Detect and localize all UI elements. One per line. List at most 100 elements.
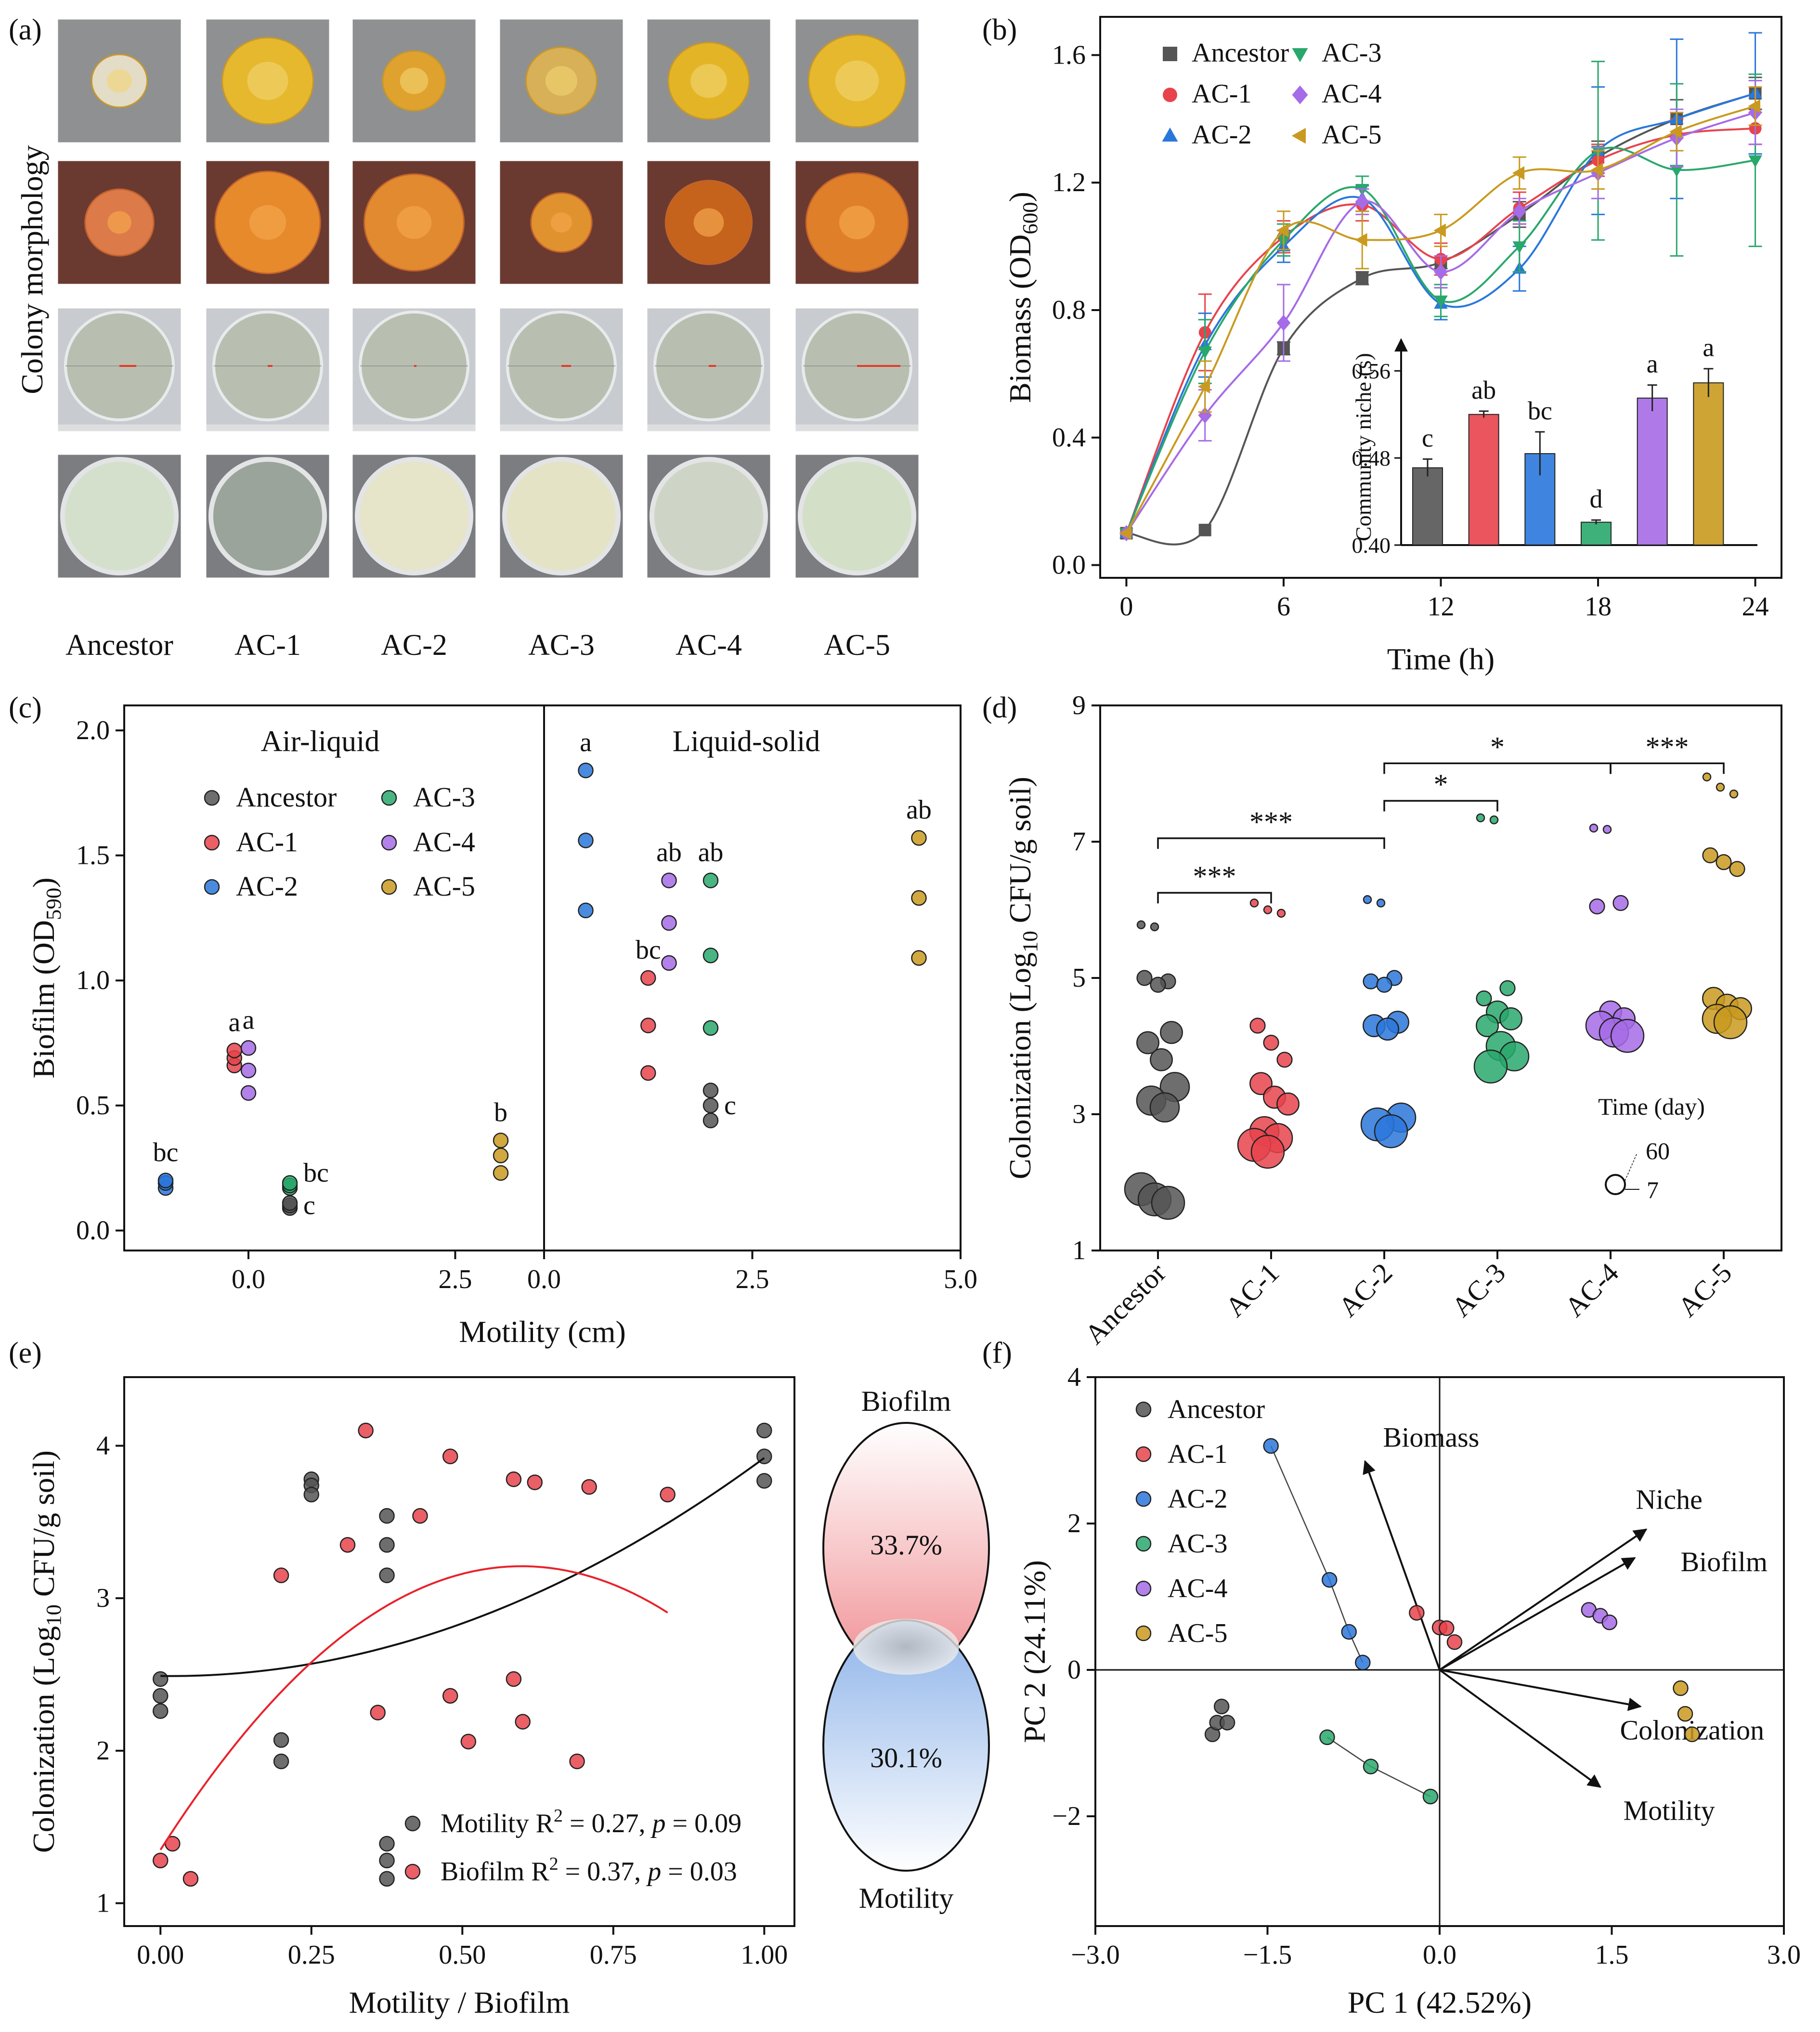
point-Biofilm (152, 1852, 169, 1869)
x-tick-label: 0.0 (1423, 1940, 1456, 1970)
point-AC-4 (240, 1085, 257, 1101)
x-axis-label: Time (h) (1387, 642, 1495, 676)
ruler-2 (352, 424, 476, 431)
x-tick-label-AC-3: AC-3 (1445, 1257, 1511, 1323)
point-AC-4 (1612, 895, 1629, 911)
y-axis-label: PC 2 (24.11%) (1017, 1560, 1052, 1743)
y-tick-label: 2 (1067, 1509, 1081, 1538)
significance-bracket (1157, 837, 1385, 849)
point-AC-5 (1748, 99, 1760, 113)
biofilm-motility-chart: 0.0 0.5 1.0 1.5 2.0 Biofilm (OD590) 0.0 2.5 Air-… (26, 704, 977, 1349)
legend-marker-AC-5 (381, 879, 397, 895)
point-AC-3 (1422, 1788, 1439, 1805)
point-AC-5 (1591, 163, 1603, 177)
y-tick-label: −2 (1052, 1801, 1081, 1831)
lb-colony-center-1 (247, 62, 288, 100)
trajectory-AC-3 (1326, 1736, 1431, 1798)
point-Biofilm (339, 1537, 356, 1553)
point-AC-3 (702, 873, 719, 888)
inset-y-axis-label: Community niche (s) (1351, 353, 1376, 541)
point-AC-3 (702, 1020, 719, 1036)
significance-letter: a (580, 728, 592, 757)
point-AC-3 (1748, 155, 1762, 168)
y-axis-label-tail: ) (26, 877, 61, 887)
point-Biofilm (442, 1688, 458, 1704)
inset-significance-letter: d (1590, 484, 1603, 513)
point-AC-3 (1670, 165, 1684, 177)
point-Motility (379, 1871, 395, 1887)
cr-colony-center-2 (396, 206, 432, 239)
vector-label-Biomass: Biomass (1383, 1421, 1480, 1453)
trajectory-AC-2 (1270, 1446, 1364, 1663)
x-tick-label-Ancestor: Ancestor (1079, 1257, 1172, 1350)
point-AC-4 (1601, 1614, 1617, 1630)
legend-label-AC-2: AC-2 (1192, 120, 1251, 150)
legend-p-value: = 0.09 (666, 1809, 742, 1838)
point-AC-5 (1684, 1726, 1700, 1743)
x-tick-label: 1.5 (1595, 1940, 1629, 1970)
point-AC-4 (1589, 823, 1599, 833)
point-AC-1 (1250, 1134, 1285, 1169)
significance-letter: bc (303, 1158, 329, 1188)
size-legend-leader (1625, 1153, 1638, 1181)
point-AC-3 (1499, 980, 1516, 996)
point-Ancestor (1213, 1698, 1230, 1715)
fit-curve-Biofilm (159, 1565, 668, 1850)
x-axis-label: PC 1 (42.52%) (1348, 1985, 1532, 2019)
column-label-ac-3: AC-3 (528, 629, 595, 662)
biofilm-well-5 (798, 457, 916, 575)
point-Ancestor (702, 1082, 719, 1098)
point-Biofilm (660, 1486, 676, 1503)
x-tick-label: 18 (1585, 592, 1612, 622)
cr-colony-center-5 (839, 206, 875, 239)
point-AC-2 (1363, 973, 1379, 990)
point-Biofilm (412, 1508, 428, 1524)
y-tick-label: 4 (96, 1431, 110, 1461)
point-AC-1 (1249, 1017, 1266, 1034)
significance-stars: *** (1249, 806, 1293, 838)
y-tick-label: 1.0 (76, 965, 110, 995)
legend-marker-AC-2 (1162, 127, 1178, 142)
cr-colony-center-1 (249, 205, 286, 240)
significance-bracket (1610, 762, 1725, 774)
point-Motility (379, 1836, 395, 1852)
panel-c-tag: (c) (9, 691, 42, 724)
ruler-3 (500, 424, 623, 431)
point-AC-5 (1119, 526, 1131, 540)
venn-biofilm-label: Biofilm (861, 1385, 951, 1417)
legend-marker-Motility (404, 1815, 421, 1832)
legend-superscript: 2 (549, 1854, 559, 1874)
point-Motility (379, 1537, 395, 1553)
point-Ancestor (1150, 977, 1166, 993)
point-AC-5 (1729, 860, 1745, 877)
inset-bar-AC-4 (1637, 397, 1668, 546)
x-tick-label: 1.00 (741, 1940, 788, 1970)
significance-letter: b (494, 1098, 507, 1128)
y-axis-label-tail: CFU/g soil) (26, 1450, 61, 1604)
y-tick-label: 0.0 (1052, 550, 1086, 580)
biofilm-well-3 (502, 457, 621, 575)
biofilm-well-0 (60, 457, 179, 575)
point-Ancestor (1151, 1185, 1185, 1220)
y-axis-label: Biofilm (OD590) (26, 877, 65, 1078)
y-axis-label-main: Colonization (Log (1003, 952, 1037, 1179)
legend-label-Ancestor: Ancestor (1168, 1394, 1265, 1424)
y-tick-label: 0.0 (76, 1215, 110, 1245)
legend-label-Biofilm: Biofilm R2 = 0.37, p = 0.03 (441, 1854, 737, 1887)
significance-stars: * (1434, 769, 1448, 800)
point-AC-3 (1434, 295, 1448, 308)
point-AC-5 (493, 1147, 509, 1163)
legend-marker-AC-4 (1292, 85, 1308, 104)
point-Biofilm (527, 1474, 543, 1490)
legend-marker-AC-5 (1135, 1625, 1152, 1641)
y-axis-label: Biomass (OD600) (1003, 192, 1042, 403)
legend-marker-AC-3 (1135, 1536, 1152, 1552)
point-Motility (756, 1473, 772, 1489)
y-tick-label: 2.0 (76, 716, 110, 745)
ruler-1 (206, 424, 329, 431)
legend-p-value: = 0.03 (661, 1857, 737, 1887)
legend-stat: = 0.37, (559, 1857, 648, 1887)
legend-label-Ancestor: Ancestor (1192, 38, 1289, 68)
x-tick-label: 24 (1742, 592, 1769, 622)
legend-name: Biofilm R (441, 1857, 549, 1887)
